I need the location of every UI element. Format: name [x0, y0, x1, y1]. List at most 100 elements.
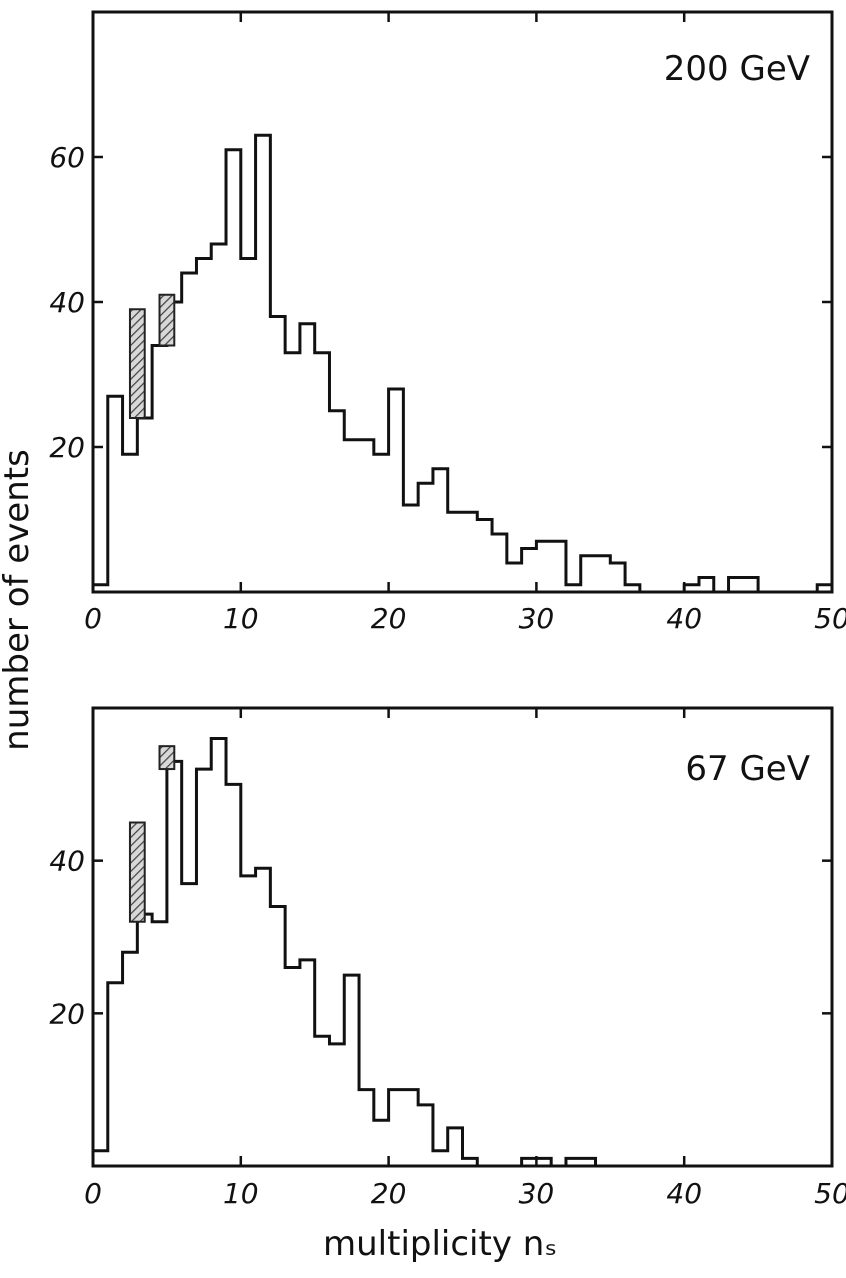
- x-tick-label: 40: [666, 602, 702, 635]
- x-tick-label: 30: [519, 1177, 555, 1210]
- x-tick-label: 30: [519, 602, 555, 635]
- tick-marks: [91, 708, 834, 1166]
- histogram-bin: [344, 440, 359, 592]
- histogram-bin: [256, 135, 271, 592]
- histogram-bin: [123, 952, 138, 1166]
- histogram-outline: [91, 133, 834, 594]
- histogram-bin: [403, 505, 418, 592]
- histogram-bin: [581, 1158, 596, 1166]
- y-axis-title: number of events: [0, 449, 37, 751]
- histogram-bin: [389, 389, 404, 592]
- x-tick-label: 0: [84, 602, 102, 635]
- histogram-bin: [285, 968, 300, 1166]
- histogram-bin: [374, 454, 389, 592]
- hatched-bar: [128, 308, 146, 419]
- x-tick-label: 10: [223, 602, 259, 635]
- histogram-bin: [315, 353, 330, 592]
- histogram-bin: [256, 868, 271, 1166]
- x-tick-label: 0: [84, 1177, 102, 1210]
- histogram-bin: [226, 150, 241, 592]
- histogram-bin: [196, 259, 211, 593]
- histogram-bin: [329, 411, 344, 592]
- histogram-bin: [152, 922, 167, 1166]
- x-tick-label: 20: [371, 602, 407, 635]
- histogram-bin: [433, 1151, 448, 1166]
- histogram-bin: [359, 1090, 374, 1166]
- histogram-bin: [418, 483, 433, 592]
- y-tick-label: 60: [49, 141, 85, 174]
- histogram-bin: [359, 440, 374, 592]
- histogram-bin: [522, 1158, 537, 1166]
- y-tick-label: 40: [49, 845, 85, 878]
- histogram-bin: [566, 1158, 581, 1166]
- histogram-bin: [226, 784, 241, 1166]
- histogram-bin: [699, 578, 714, 593]
- y-tick-labels: 20 40 60: [49, 141, 85, 464]
- histogram-bin: [329, 1044, 344, 1166]
- energy-label: 67 GeV: [685, 749, 810, 789]
- histogram-bin: [211, 244, 226, 592]
- histogram-bin: [182, 273, 197, 592]
- x-tick-labels: 0 10 20 30 40 50: [84, 602, 846, 635]
- histogram-bin: [507, 563, 522, 592]
- histogram-bin: [536, 1158, 551, 1166]
- histogram-bins: [93, 135, 832, 592]
- histogram-bin: [315, 1036, 330, 1166]
- histogram-bin: [285, 353, 300, 592]
- histogram-bin: [551, 541, 566, 592]
- histogram-bin: [241, 876, 256, 1166]
- histogram-bin: [270, 317, 285, 593]
- x-tick-label: 50: [814, 1177, 846, 1210]
- histogram-bin: [270, 906, 285, 1166]
- x-tick-labels: 0 10 20 30 40 50: [84, 1177, 846, 1210]
- energy-label: 200 GeV: [664, 49, 810, 89]
- x-tick-label: 40: [666, 1177, 702, 1210]
- histogram-bin: [123, 454, 138, 592]
- histogram-bin: [344, 975, 359, 1166]
- x-axis-title: multiplicity nₛ: [323, 1224, 557, 1264]
- histogram-bin: [137, 914, 152, 1166]
- hatched-bar: [128, 821, 146, 923]
- histogram-bin: [477, 520, 492, 593]
- histogram-bin: [729, 578, 744, 593]
- histogram-bin: [211, 739, 226, 1166]
- histogram-bin: [448, 512, 463, 592]
- histogram-bin: [448, 1128, 463, 1166]
- histogram-bin: [300, 324, 315, 592]
- histogram-bin: [389, 1090, 404, 1166]
- x-tick-label: 20: [371, 1177, 407, 1210]
- histogram-bin: [152, 346, 167, 593]
- histogram-bin: [374, 1120, 389, 1166]
- histogram-bin: [108, 396, 123, 592]
- histogram-bin: [610, 563, 625, 592]
- histogram-bin: [93, 1151, 108, 1166]
- histogram-bin: [300, 960, 315, 1166]
- histogram-bin: [93, 585, 108, 592]
- x-tick-label: 50: [814, 602, 846, 635]
- histogram-bin: [403, 1090, 418, 1166]
- histogram-bin: [743, 578, 758, 593]
- histogram-bin: [492, 534, 507, 592]
- x-tick-label: 10: [223, 1177, 259, 1210]
- histogram-bin: [167, 761, 182, 1166]
- histogram-bin: [566, 585, 581, 592]
- histogram-bin: [536, 541, 551, 592]
- histogram-bin: [684, 585, 699, 592]
- hatched-bars: [128, 745, 176, 923]
- histogram-bin: [108, 983, 123, 1166]
- histogram-bin: [463, 1158, 478, 1166]
- histogram-bins: [93, 739, 596, 1166]
- histogram-bin: [418, 1105, 433, 1166]
- panel-67gev: 0 10 20 30 40 50 20 40 67 GeV: [49, 706, 846, 1210]
- y-tick-label: 20: [49, 431, 85, 464]
- y-tick-label: 40: [49, 286, 85, 319]
- hatched-bar: [158, 745, 176, 771]
- histogram-bin: [137, 418, 152, 592]
- histogram-bin: [196, 769, 211, 1166]
- histogram-bin: [522, 549, 537, 593]
- histogram-outline: [91, 737, 832, 1168]
- histogram-bin: [463, 512, 478, 592]
- histogram-bin: [625, 585, 640, 592]
- histogram-bin: [817, 585, 832, 592]
